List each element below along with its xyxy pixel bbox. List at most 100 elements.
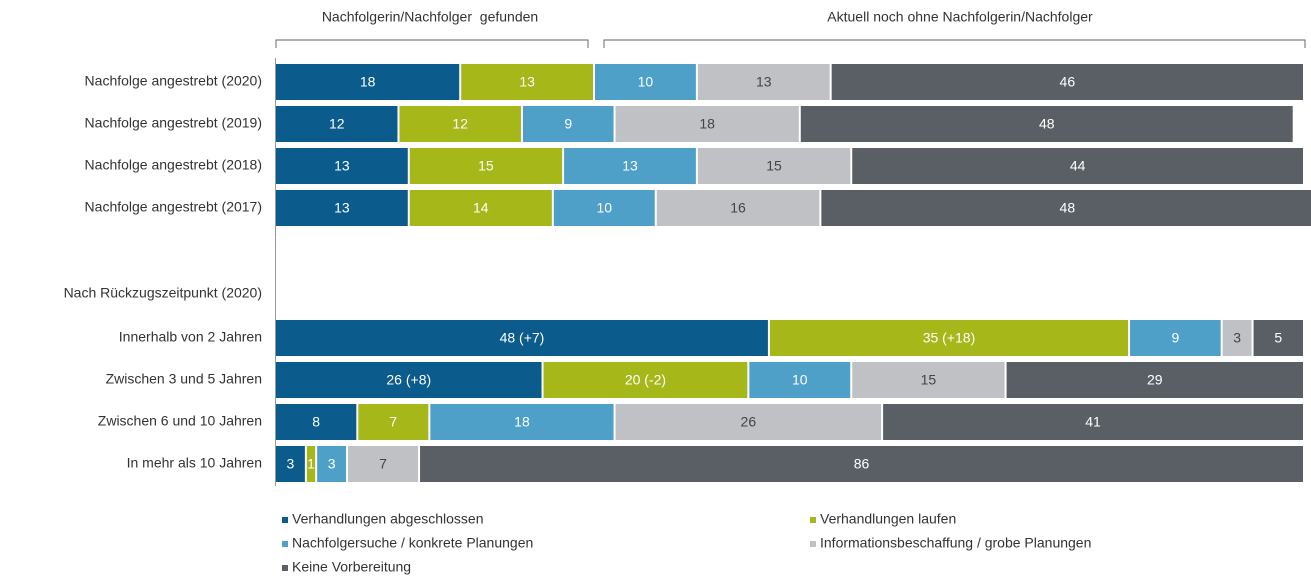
bar-segment [1130,320,1221,356]
bar-segment [522,106,614,142]
bar-segment [276,446,305,482]
data-label: 13 [334,200,350,216]
bar-segment [348,446,419,482]
legend-swatch [282,517,288,523]
data-label: 3 [328,456,336,472]
bar-segment [656,190,820,226]
data-label: 1 [307,456,315,472]
data-label: 3 [287,456,295,472]
bar-segment [852,148,1303,184]
y-tick-label: In mehr als 10 Jahren [127,455,262,471]
bar-segment [409,190,552,226]
legend-label: Keine Vorbereitung [292,559,411,575]
legend-label: Verhandlungen laufen [820,511,956,527]
bar-segment [852,362,1005,398]
bar-segment [276,404,357,440]
y-tick-label: Nachfolge angestrebt (2017) [85,199,262,215]
data-label: 12 [329,116,345,132]
legend-label: Verhandlungen abgeschlossen [292,511,484,527]
data-label: 7 [379,456,387,472]
data-label: 46 [1060,74,1076,90]
data-label: 20 (-2) [625,372,666,388]
bar-segment [769,320,1129,356]
y-tick-label: Nachfolge angestrebt (2020) [85,73,262,89]
bar-segment [543,362,748,398]
bar-segment [1253,320,1303,356]
bar-segment [883,404,1303,440]
data-label: 16 [730,200,746,216]
bar-segment [430,404,614,440]
data-label: 48 (+7) [500,330,545,346]
legend-swatch [810,541,816,547]
data-label: 3 [1233,330,1241,346]
annotation: Aktuell noch ohne Nachfolgerin/Nachfolge… [827,9,1093,25]
bar-segment [615,404,882,440]
bar-segment [306,446,316,482]
data-label: 10 [596,200,612,216]
legend-label: Nachfolgersuche / konkrete Planungen [292,535,533,551]
data-label: 44 [1070,158,1086,174]
data-label: 26 [741,414,757,430]
data-label: 13 [519,74,535,90]
bracket [275,39,589,48]
data-label: 35 (+18) [923,330,976,346]
bar-segment [276,106,398,142]
data-label: 29 [1147,372,1163,388]
bar-segment [276,190,408,226]
data-label: 15 [921,372,937,388]
data-label: 41 [1085,414,1101,430]
bar-segment [553,190,655,226]
bar-segment [831,64,1303,100]
data-label: 48 [1039,116,1055,132]
data-label: 5 [1274,330,1282,346]
bar-segment [409,148,563,184]
data-label: 12 [452,116,468,132]
bar-segment [800,106,1293,142]
data-label: 13 [622,158,638,174]
bar-segment [1006,362,1303,398]
bar-segment [821,190,1311,226]
bar-segment [399,106,521,142]
y-tick-label: Zwischen 6 und 10 Jahren [98,413,262,429]
bar-segment [317,446,347,482]
y-tick-label: Zwischen 3 und 5 Jahren [106,371,262,387]
y-tick-label: Innerhalb von 2 Jahren [119,329,262,345]
bar-segment [358,404,429,440]
data-label: 15 [766,158,782,174]
data-label: 86 [854,456,870,472]
data-label: 10 [792,372,808,388]
bar-segment [461,64,593,100]
bar-segment [420,446,1303,482]
data-label: 15 [478,158,494,174]
data-label: 18 [699,116,715,132]
bar-segment [697,64,830,100]
bar-segment [276,320,768,356]
data-label: 13 [334,158,350,174]
bar-segment [749,362,851,398]
annotation: Nachfolgerin/Nachfolger gefunden [322,9,538,25]
bar-segment [564,148,696,184]
bar-segment [276,362,542,398]
bar-segment [697,148,851,184]
bracket [603,39,1306,48]
y-tick-label: Nach Rückzugszeitpunkt (2020) [64,285,262,301]
legend-swatch [282,541,288,547]
data-label: 18 [514,414,530,430]
data-label: 9 [564,116,572,132]
data-label: 9 [1171,330,1179,346]
data-label: 7 [389,414,397,430]
bar-segment [1222,320,1252,356]
y-tick-label: Nachfolge angestrebt (2018) [85,157,262,173]
bar-segment [276,148,408,184]
legend-swatch [810,517,816,523]
data-label: 26 (+8) [386,372,431,388]
data-label: 18 [360,74,376,90]
bar-segment [594,64,696,100]
data-label: 14 [473,200,489,216]
y-tick-label: Nachfolge angestrebt (2019) [85,115,262,131]
data-label: 8 [312,414,320,430]
legend-swatch [282,565,288,571]
legend-label: Informationsbeschaffung / grobe Planunge… [820,535,1091,551]
bar-segment [615,106,799,142]
